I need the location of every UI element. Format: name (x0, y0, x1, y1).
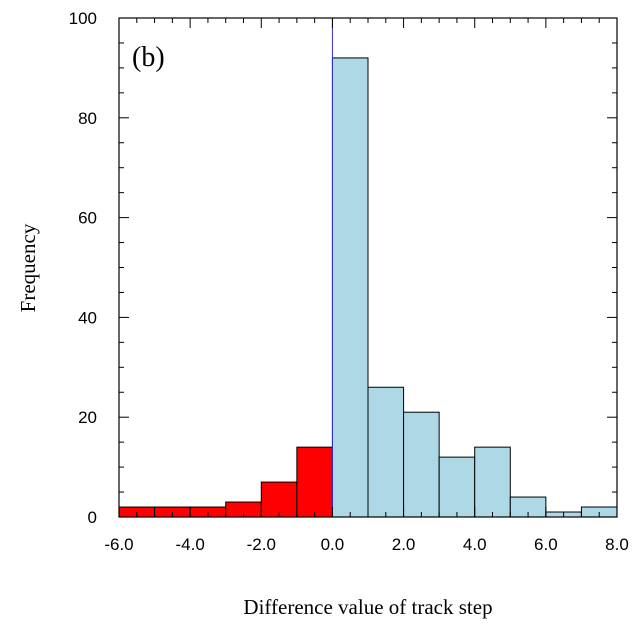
x-tick-label: 2.0 (392, 535, 416, 554)
x-tick-label: 8.0 (605, 535, 629, 554)
histogram-bar (438, 456, 476, 518)
y-tick-label: 40 (78, 308, 97, 327)
x-tick-label: -6.0 (104, 535, 133, 554)
y-tick-label: 80 (78, 109, 97, 128)
histogram-bar (331, 57, 369, 518)
panel-label: (b) (132, 42, 165, 73)
histogram-bar (260, 481, 298, 518)
histogram-bar (474, 446, 511, 518)
x-tick-label: 0.0 (321, 535, 345, 554)
x-axis-title: Difference value of track step (243, 595, 492, 619)
y-tick-label: 20 (78, 408, 97, 427)
axis-tick-labels: -6.0 -4.0 -2.0 0.0 2.0 4.0 6.0 8.0 0 20 40 60 80 100 (69, 9, 629, 554)
x-tick-label: 6.0 (534, 535, 558, 554)
x-tick-label: -2.0 (247, 535, 276, 554)
y-axis-title: Frequency (16, 223, 40, 312)
histogram-bar (296, 446, 333, 518)
histogram-bars (118, 57, 618, 518)
histogram-bar (367, 386, 405, 518)
y-tick-label: 60 (78, 209, 97, 228)
axis-ticks (118, 17, 618, 518)
x-tick-label: 4.0 (463, 535, 487, 554)
y-tick-label: 100 (69, 9, 97, 28)
x-tick-label: -4.0 (175, 535, 204, 554)
histogram-bar (403, 411, 440, 518)
y-tick-label: 0 (88, 508, 97, 527)
